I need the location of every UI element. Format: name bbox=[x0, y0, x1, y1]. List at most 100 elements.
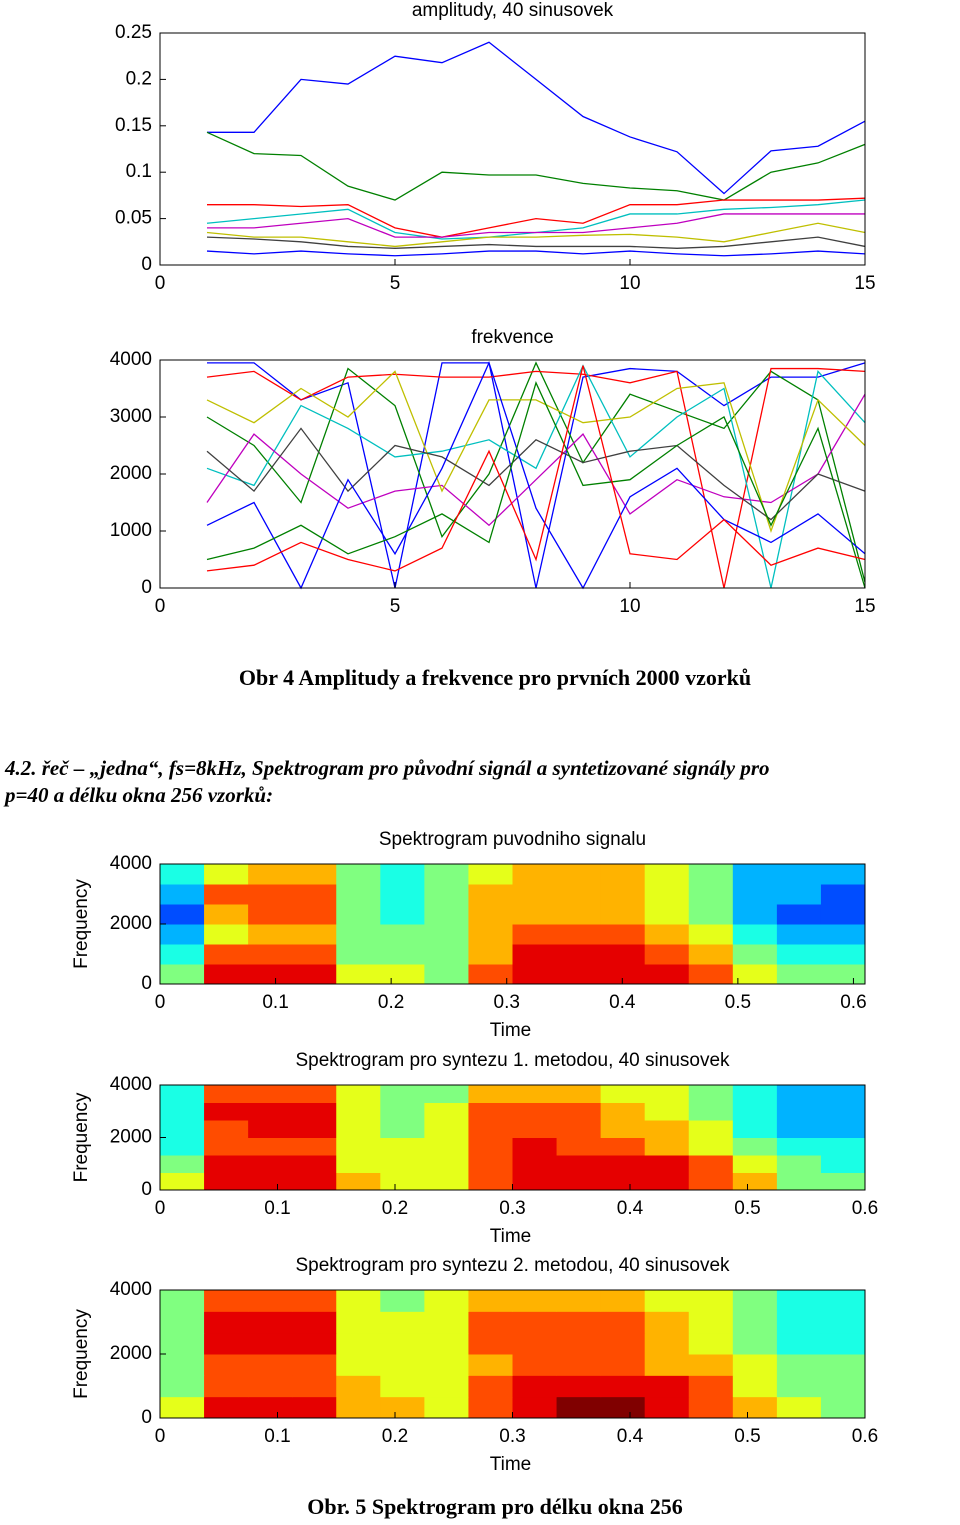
y-tick-label: 0 bbox=[141, 577, 152, 598]
heatmap-cell bbox=[292, 1354, 337, 1376]
y-tick-label: 2000 bbox=[110, 1343, 152, 1364]
heatmap-cell bbox=[248, 924, 293, 945]
heatmap-cell bbox=[336, 944, 381, 965]
heatmap-cell bbox=[644, 944, 690, 965]
heatmap-cell bbox=[160, 1120, 205, 1138]
heatmap-cell bbox=[556, 884, 602, 905]
heatmap-cell bbox=[512, 904, 558, 925]
y-tick-label: 4000 bbox=[110, 349, 152, 370]
heatmap-cell bbox=[292, 1155, 337, 1173]
heatmap-cell bbox=[204, 1396, 249, 1419]
data-line bbox=[207, 362, 866, 589]
data-line bbox=[206, 427, 866, 521]
heatmap-cell bbox=[160, 884, 205, 905]
heatmap-cell bbox=[556, 1311, 602, 1334]
heatmap-cell bbox=[248, 1102, 293, 1121]
heatmap-cell bbox=[512, 924, 558, 945]
heatmap-cell bbox=[292, 864, 337, 885]
heatmap-cell bbox=[688, 1172, 734, 1191]
heatmap-cell bbox=[512, 1375, 558, 1398]
y-tick-label: 4000 bbox=[110, 853, 152, 874]
heatmap-cell bbox=[776, 864, 822, 885]
heatmap-cell bbox=[248, 1120, 293, 1138]
heatmap-cell bbox=[204, 924, 249, 945]
data-line bbox=[207, 41, 866, 195]
y-tick-label: 2000 bbox=[110, 1127, 152, 1148]
heatmap-cell bbox=[512, 1137, 558, 1156]
heatmap-cell bbox=[644, 924, 690, 945]
x-tick-label: 0.4 bbox=[617, 1426, 644, 1447]
heatmap-cell bbox=[292, 1375, 337, 1398]
heatmap-cell bbox=[424, 1085, 469, 1103]
heatmap-cell bbox=[468, 1085, 513, 1103]
heatmap-cell bbox=[776, 1172, 822, 1191]
heatmap-cell bbox=[204, 1332, 249, 1355]
heatmap-cell bbox=[336, 1085, 381, 1103]
heatmap-cell bbox=[424, 884, 469, 905]
x-tick-label: 0.5 bbox=[734, 1426, 760, 1447]
heatmap-cell bbox=[556, 1396, 602, 1419]
heatmap-cell bbox=[336, 924, 381, 945]
heatmap-cell bbox=[556, 1120, 602, 1138]
heatmap-cell bbox=[424, 1120, 469, 1138]
y-axis-label: Frequency bbox=[71, 1309, 92, 1399]
y-tick-label: 4000 bbox=[110, 1074, 152, 1095]
heatmap-cell bbox=[688, 904, 734, 925]
heatmap-cell bbox=[204, 864, 249, 885]
data-line bbox=[207, 197, 866, 238]
y-tick-label: 3000 bbox=[110, 406, 152, 427]
y-tick-label: 1000 bbox=[110, 520, 152, 541]
x-tick-label: 0.6 bbox=[852, 1198, 878, 1219]
heatmap-cell bbox=[336, 1375, 381, 1398]
heatmap-cell bbox=[688, 1396, 734, 1419]
heatmap-cell bbox=[732, 1396, 778, 1419]
x-tick-label: 0 bbox=[155, 1426, 166, 1447]
heatmap-cell bbox=[820, 1375, 866, 1398]
heatmap-cell bbox=[688, 964, 734, 985]
chart-title: Spektrogram pro syntezu 1. metodou, 40 s… bbox=[295, 1050, 730, 1071]
heatmap-cell bbox=[820, 1290, 866, 1312]
y-tick-label: 4000 bbox=[110, 1279, 152, 1300]
heatmap-cell bbox=[468, 1172, 513, 1191]
chart-title: Spektrogram puvodniho signalu bbox=[379, 829, 646, 850]
heatmap-cell bbox=[776, 884, 822, 905]
heatmap-cell bbox=[644, 1354, 690, 1376]
heatmap-cell bbox=[248, 1172, 293, 1191]
heatmap-cell bbox=[292, 1102, 337, 1121]
y-tick-label: 2000 bbox=[110, 913, 152, 934]
heatmap-cell bbox=[776, 1311, 822, 1334]
data-line bbox=[206, 393, 866, 527]
heatmap-cell bbox=[688, 1375, 734, 1398]
x-tick-label: 0 bbox=[155, 1198, 166, 1219]
heatmap-cell bbox=[160, 1155, 205, 1173]
heatmap-cell bbox=[160, 1396, 205, 1419]
heatmap-cell bbox=[776, 1375, 822, 1398]
heatmap-cell bbox=[600, 864, 646, 885]
heatmap-cell bbox=[468, 924, 513, 945]
heatmap-cell bbox=[732, 1102, 778, 1121]
heatmap-cell bbox=[380, 1120, 425, 1138]
heatmap-cell bbox=[556, 1085, 602, 1103]
heatmap-cell bbox=[644, 1172, 690, 1191]
heatmap-cell bbox=[380, 884, 425, 905]
heatmap-cell bbox=[380, 1396, 425, 1419]
heatmap-cell bbox=[556, 1354, 602, 1376]
heatmap-cell bbox=[336, 1120, 381, 1138]
heatmap-cell bbox=[292, 904, 337, 925]
heatmap-cell bbox=[468, 1332, 513, 1355]
data-line bbox=[206, 367, 866, 589]
heatmap-cell bbox=[688, 1102, 734, 1121]
y-axis-label: Frequency bbox=[71, 1092, 92, 1182]
data-line bbox=[206, 364, 866, 589]
heatmap-cell bbox=[204, 1155, 249, 1173]
heatmap-cell bbox=[248, 1290, 293, 1312]
heatmap-cell bbox=[468, 1120, 513, 1138]
heatmap-cell bbox=[556, 1172, 602, 1191]
x-tick-label: 0.2 bbox=[382, 1426, 408, 1447]
heatmap-cell bbox=[204, 1085, 249, 1103]
x-tick-label: 15 bbox=[854, 273, 875, 294]
x-tick-label: 0.1 bbox=[264, 1198, 290, 1219]
heatmap-cell bbox=[776, 1332, 822, 1355]
heatmap-cell bbox=[776, 904, 822, 925]
